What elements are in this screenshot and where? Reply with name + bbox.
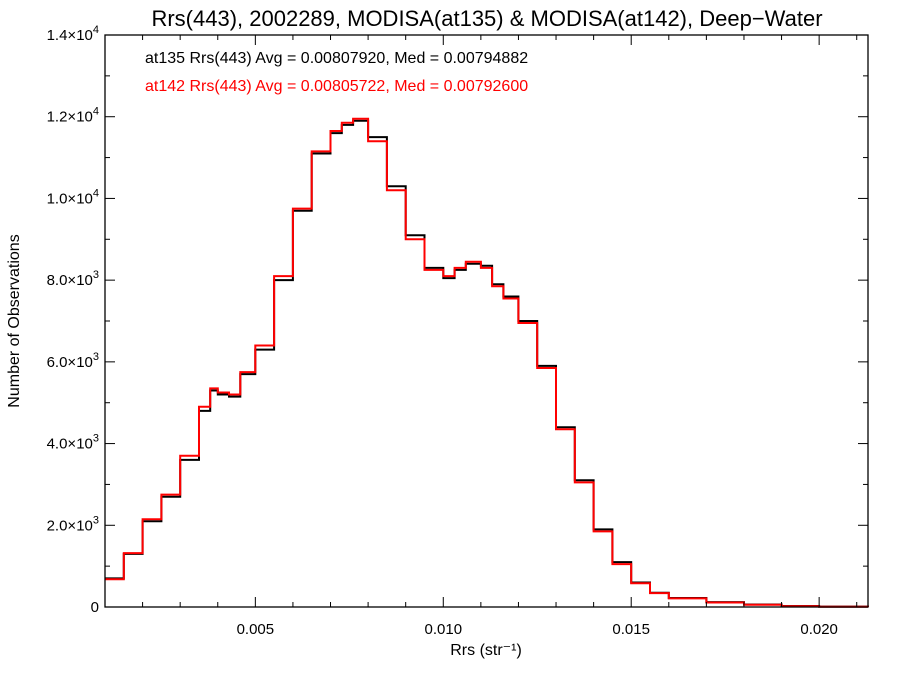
y-tick-label: 6.0×103 <box>47 351 99 371</box>
plot-frame <box>104 34 869 608</box>
y-tick-label: 0 <box>91 599 99 616</box>
series-layer <box>105 117 869 608</box>
x-tick-label: 0.015 <box>612 621 650 638</box>
x-tick-label: 0.010 <box>425 621 463 638</box>
y-tick-label: 2.0×103 <box>47 514 99 534</box>
x-tick-label: 0.020 <box>800 621 838 638</box>
y-tick-label: 1.2×104 <box>47 106 99 126</box>
histogram-series-2 <box>105 117 869 608</box>
annotation-at135: at135 Rrs(443) Avg = 0.00807920, Med = 0… <box>145 50 528 67</box>
y-axis-label: Number of Observations <box>6 234 23 407</box>
histogram-series-1 <box>105 119 869 608</box>
y-tick-label: 1.4×104 <box>47 24 99 44</box>
x-axis-label: Rrs (str⁻¹) <box>450 642 522 659</box>
y-tick-label: 8.0×103 <box>47 269 99 289</box>
axes-layer: 0.005 0.010 0.015 0.020 0 2.0×103 4.0×103 6.0×1… <box>47 24 868 638</box>
annotation-at142: at142 Rrs(443) Avg = 0.00805722, Med = 0… <box>145 78 528 95</box>
chart-title: Rrs(443), 2002289, MODISA(at135) & MODIS… <box>151 6 822 31</box>
y-tick-label: 1.0×104 <box>47 187 99 207</box>
y-tick-label: 4.0×103 <box>47 433 99 453</box>
x-tick-label: 0.005 <box>237 621 275 638</box>
